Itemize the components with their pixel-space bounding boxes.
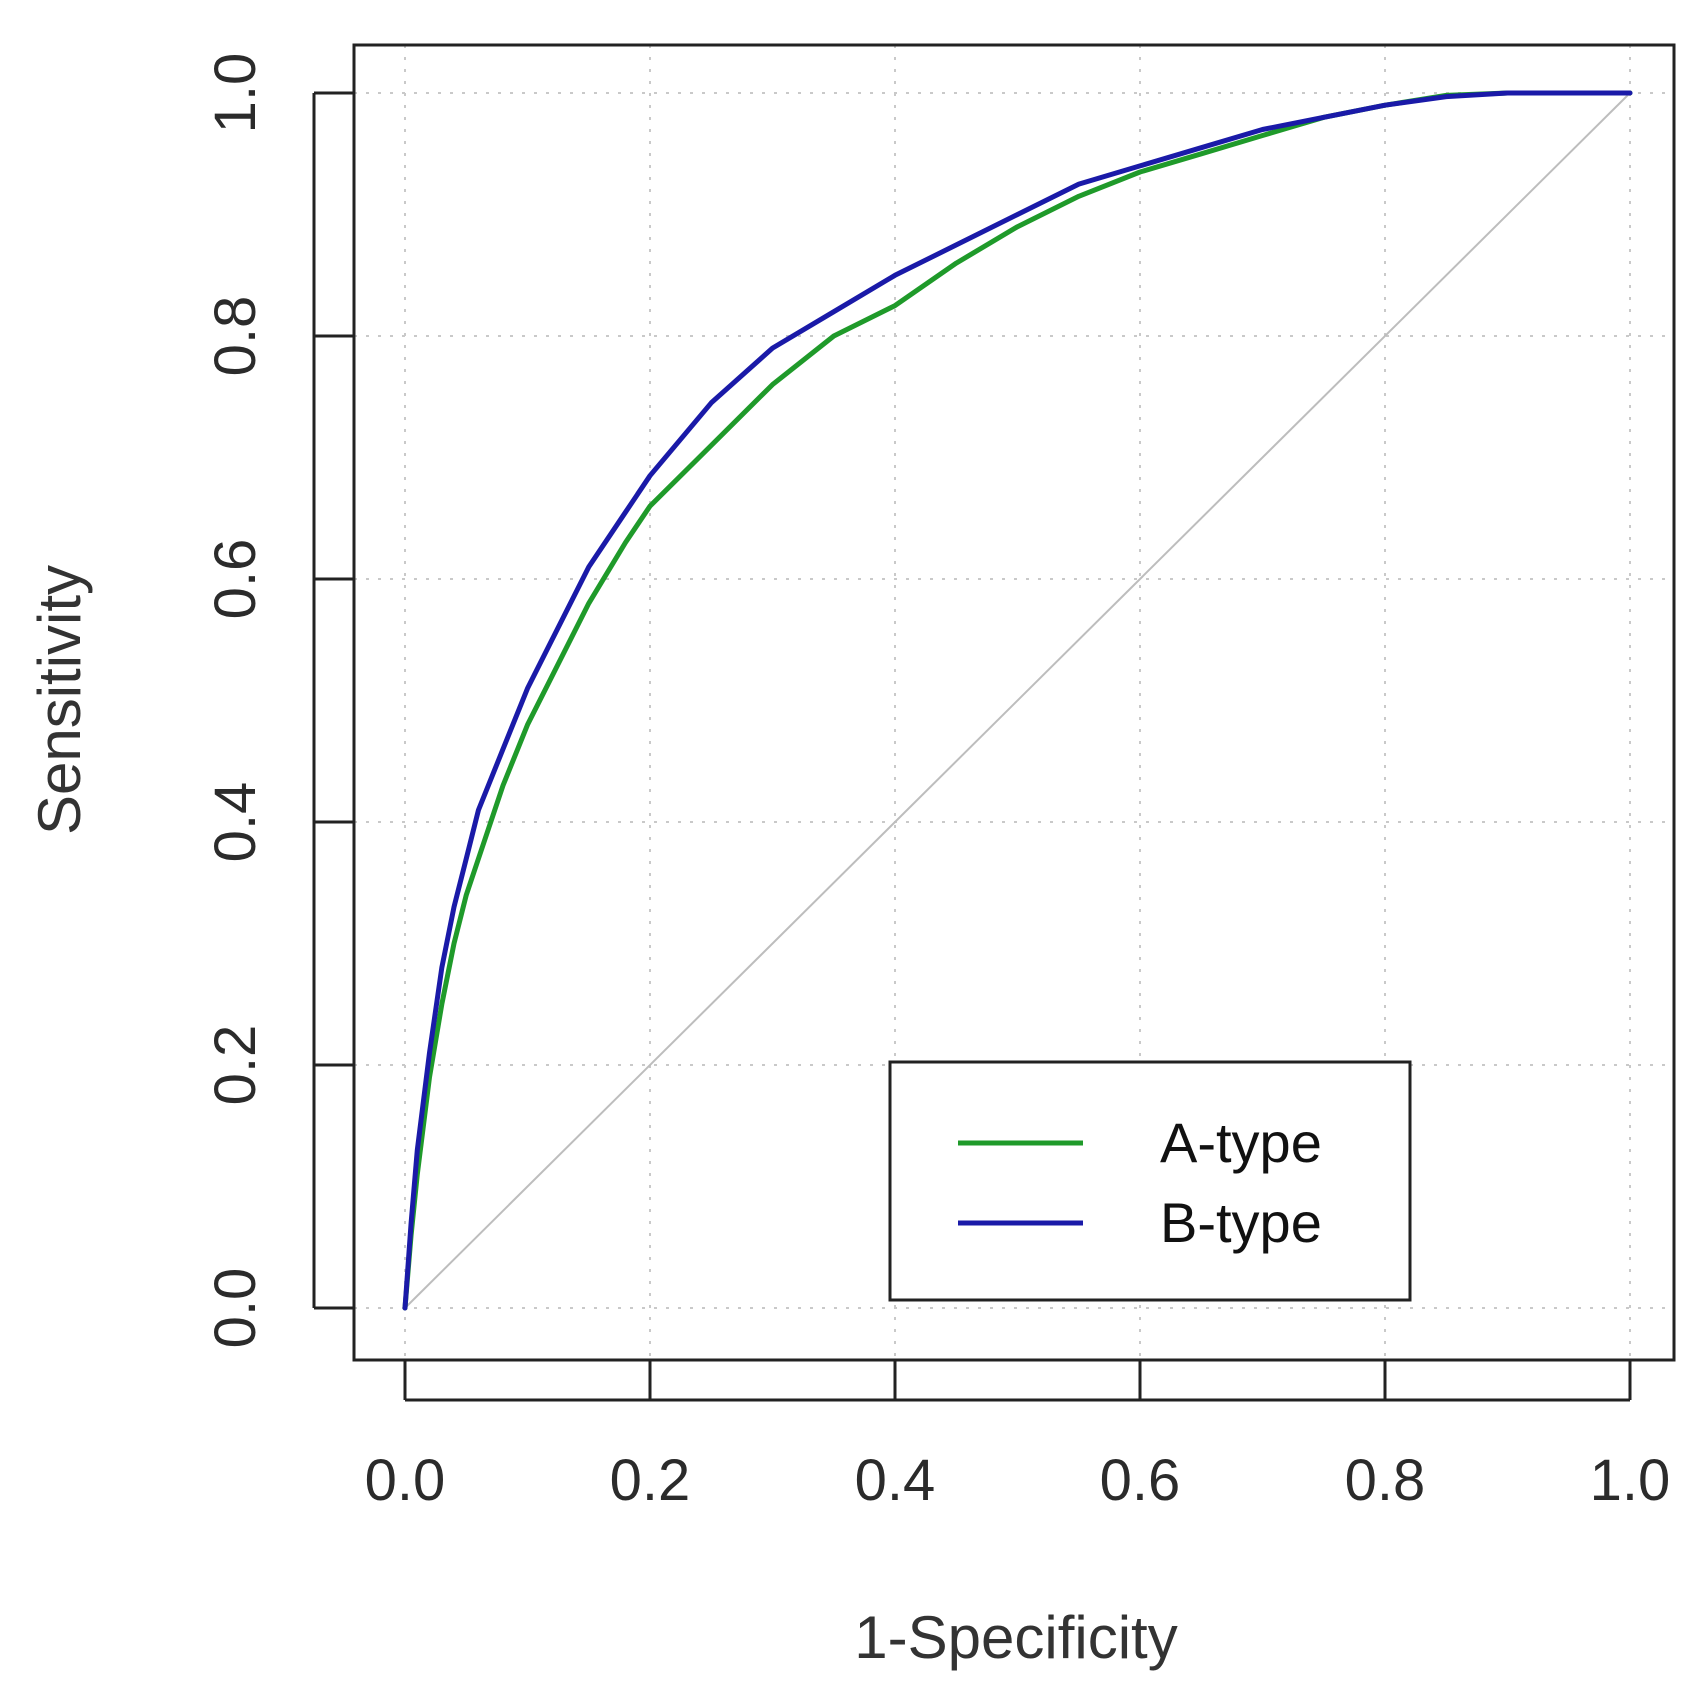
y-tick-label-4: 0.8 [203,296,268,377]
x-axis-title: 1-Specificity [854,1604,1177,1671]
reference-layer [404,92,1631,1309]
series-line-b-type [402,90,1633,1311]
y-tick-label-5: 1.0 [203,53,268,134]
x-tick-label-5: 1.0 [1590,1448,1671,1513]
y-tick-label-2: 0.4 [203,782,268,863]
legend-box [888,1060,1412,1302]
x-tick-label-4: 0.8 [1345,1448,1426,1513]
x-tick-label-2: 0.4 [855,1448,936,1513]
reference-diagonal-line [404,92,1631,1309]
x-tick-label-3: 0.6 [1100,1448,1181,1513]
x-axis: 0.0 0.2 0.4 0.6 0.8 1.0 [365,1360,1671,1513]
y-tick-label-1: 0.2 [203,1025,268,1106]
y-tick-label-0: 0.0 [203,1268,268,1349]
legend: A-type B-type [888,1060,1412,1302]
y-tick-label-3: 0.6 [203,539,268,620]
legend-label-a-type: A-type [1160,1111,1322,1174]
series-layer [402,90,1633,1311]
x-tick-label-0: 0.0 [365,1448,446,1513]
y-axis-title: Sensitivity [26,565,93,835]
plot-frame [352,43,1676,1362]
legend-label-b-type: B-type [1160,1191,1322,1254]
y-axis: 0.0 0.2 0.4 0.6 0.8 1.0 [203,53,354,1349]
x-tick-label-1: 0.2 [610,1448,691,1513]
